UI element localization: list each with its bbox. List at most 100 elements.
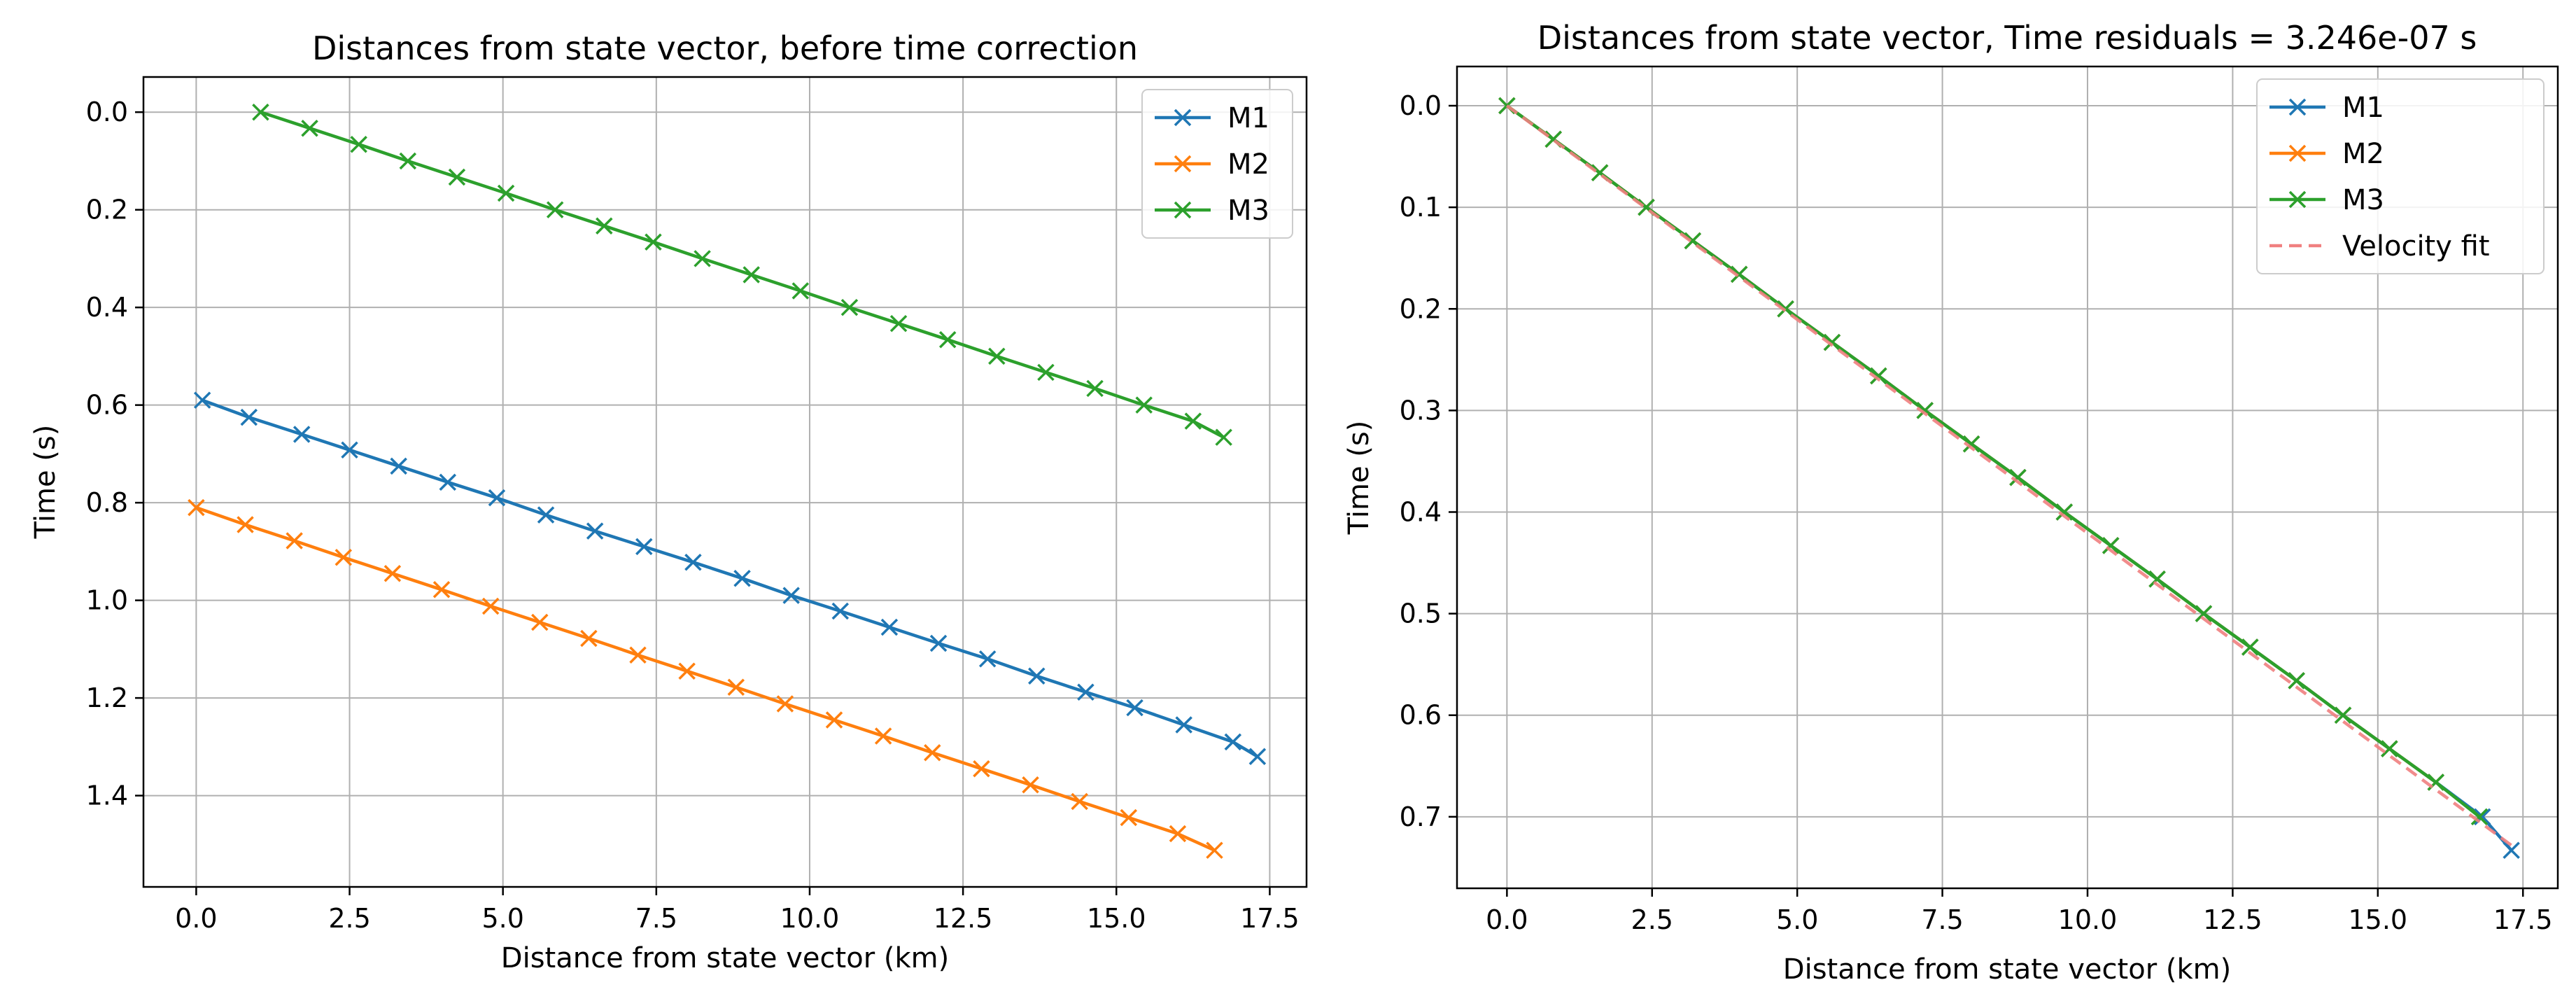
marker-stroke (335, 549, 353, 566)
marker-stroke (188, 498, 205, 517)
marker-stroke (776, 695, 794, 713)
y-tick-label: 0.8 (86, 487, 128, 518)
marker-stroke (1870, 367, 1887, 385)
marker-stroke (301, 119, 318, 137)
y-tick-label: 0.2 (1400, 293, 1442, 324)
legend: M1 M2 M3 (1141, 89, 1293, 239)
data-point (1184, 412, 1202, 430)
series-line (195, 505, 1216, 852)
x-tick-label: 15.0 (2349, 904, 2408, 935)
marker-stroke (1184, 412, 1202, 430)
y-tick-label: 1.0 (86, 585, 128, 616)
legend-marker (1174, 108, 1192, 127)
plot-frame (1456, 65, 2559, 890)
marker-stroke (1215, 428, 1232, 446)
marker-stroke (791, 282, 810, 300)
marker-stroke (1916, 402, 1934, 419)
data-point (2195, 605, 2213, 622)
x-axis-label: Distance from state vector (km) (501, 942, 949, 974)
ticks: 0.0 2.5 5.0 7.5 10.0 12.5 15.0 17.5 0.0 0.2 0.4 0.6… (86, 97, 1300, 934)
x-tick-label: 12.5 (934, 903, 993, 934)
data-point (840, 298, 859, 316)
data-point (488, 489, 506, 507)
legend-box (2256, 78, 2545, 274)
marker-stroke (293, 426, 311, 443)
data-point (2334, 706, 2352, 724)
data-point (733, 570, 751, 587)
data-point (1823, 333, 1841, 351)
marker-stroke (448, 168, 466, 186)
data-point (694, 250, 711, 267)
data-point (439, 473, 457, 491)
ticks: 0.0 2.5 5.0 7.5 10.0 12.5 15.0 17.5 0.0 0.1 0.2 0.3… (1400, 90, 2553, 935)
data-point (1224, 733, 1242, 751)
data-point (684, 553, 702, 571)
data-point (580, 629, 598, 648)
marker-stroke (2381, 740, 2398, 757)
marker-stroke (2102, 537, 2120, 554)
data-point (978, 650, 997, 668)
data-point (481, 597, 500, 615)
x-tick-label: 7.5 (635, 903, 677, 934)
series-m1 (193, 391, 1267, 766)
marker-stroke (341, 441, 358, 459)
legend-marker (1174, 155, 1192, 173)
data-point (188, 498, 205, 517)
marker-stroke (2470, 808, 2489, 826)
data-point (252, 103, 269, 121)
y-tick-label: 0.0 (86, 97, 128, 127)
data-point (2009, 468, 2027, 486)
data-point (2288, 672, 2305, 690)
marker-stroke (635, 538, 653, 556)
x-tick-label: 7.5 (1921, 904, 1963, 935)
legend-entry-velocity-fit: Velocity fit (2269, 230, 2490, 262)
marker-stroke (694, 250, 711, 267)
data-point (1206, 841, 1223, 859)
data-point (1135, 396, 1153, 414)
data-point (531, 613, 549, 631)
marker-stroke (1175, 716, 1192, 734)
series (188, 103, 1267, 859)
legend-marker (2288, 190, 2307, 209)
marker-stroke (531, 613, 549, 631)
chart-title: Distances from state vector, before time… (312, 29, 1138, 67)
marker-stroke (733, 570, 751, 587)
legend-marker (1174, 201, 1192, 219)
data-point (889, 314, 908, 332)
marker-stroke (537, 506, 555, 524)
series-line (1505, 104, 2512, 847)
plot-frame (142, 76, 1308, 888)
marker-stroke (586, 522, 604, 540)
data-point (432, 581, 451, 598)
data-point (2055, 503, 2074, 521)
marker-stroke (1028, 667, 1046, 685)
legend-entry-m1: M1 (1155, 102, 1269, 134)
y-tick-label: 0.7 (1400, 802, 1442, 832)
data-point (776, 695, 794, 713)
marker-stroke (2195, 605, 2213, 622)
y-tick-label: 0.5 (1400, 598, 1442, 629)
data-point (586, 522, 604, 540)
marker-stroke (2288, 190, 2307, 209)
y-axis-label: Time (s) (29, 425, 62, 540)
marker-stroke (580, 629, 598, 648)
marker-stroke (252, 103, 269, 121)
data-point (645, 233, 662, 251)
data-point (629, 646, 647, 664)
data-point (1022, 776, 1039, 794)
data-point (727, 678, 745, 696)
marker-stroke (399, 152, 417, 170)
marker-stroke (2148, 570, 2166, 588)
legend: M1 M2 M3 Velocity fit (2256, 78, 2545, 274)
y-tick-label: 1.2 (86, 682, 128, 713)
data-point (2102, 537, 2120, 554)
data-point (924, 743, 941, 762)
marker-stroke (286, 532, 303, 550)
marker-stroke (2288, 98, 2307, 116)
data-point (874, 727, 892, 745)
x-tick-label: 2.5 (328, 903, 370, 934)
marker-stroke (2241, 638, 2259, 656)
x-axis-label: Distance from state vector (km) (1783, 953, 2231, 986)
marker-stroke (973, 760, 990, 778)
marker-stroke (938, 330, 957, 349)
